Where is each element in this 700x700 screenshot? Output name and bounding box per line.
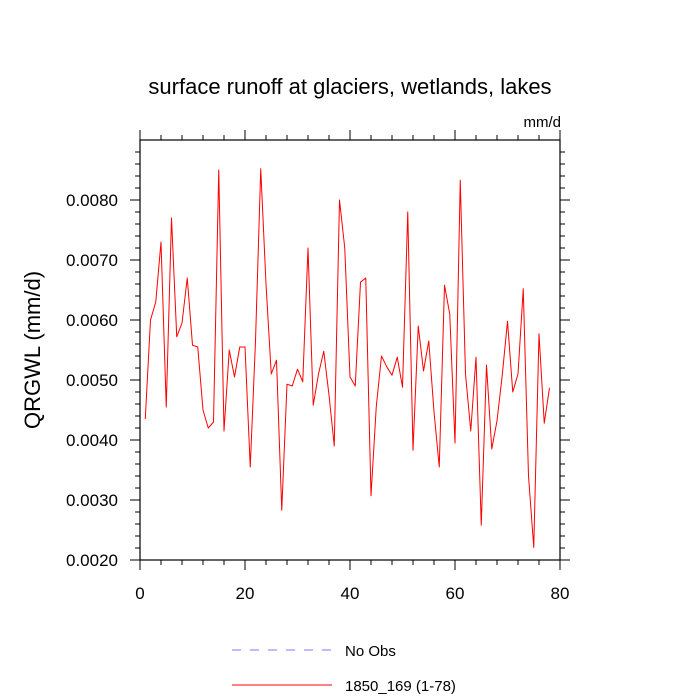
series-lines — [144, 168, 550, 548]
y-tick-label: 0.0040 — [66, 431, 118, 450]
y-tick-label: 0.0060 — [66, 311, 118, 330]
y-tick-label: 0.0070 — [66, 251, 118, 270]
x-tick-label: 0 — [135, 584, 144, 603]
x-tick-label: 20 — [236, 584, 255, 603]
x-tick-label: 80 — [551, 584, 570, 603]
y-axis-label: QRGWL (mm/d) — [20, 271, 45, 429]
x-tick-label: 40 — [341, 584, 360, 603]
y-tick-label: 0.0050 — [66, 371, 118, 390]
legend-label-no-obs: No Obs — [345, 643, 396, 660]
tick-labels: 0 20 40 60 80 0.0020 0.0030 0.0040 0.0050 0.0060 0… — [66, 191, 569, 603]
y-tick-label: 0.0020 — [66, 551, 118, 570]
y-tick-label: 0.0080 — [66, 191, 118, 210]
legend: No Obs 1850_169 (1-78) — [232, 643, 456, 695]
series-line-1 — [144, 168, 550, 548]
y-tick-label: 0.0030 — [66, 491, 118, 510]
chart-title: surface runoff at glaciers, wetlands, la… — [148, 74, 551, 99]
axis-ticks — [130, 130, 570, 570]
plot-frame — [139, 139, 561, 561]
legend-label-1850-169: 1850_169 (1-78) — [345, 678, 456, 695]
units-label: mm/d — [524, 114, 562, 131]
x-tick-label: 60 — [446, 584, 465, 603]
